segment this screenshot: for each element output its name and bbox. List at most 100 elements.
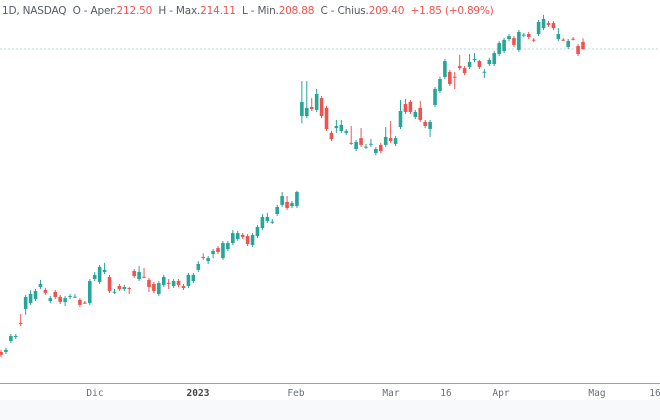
candle-body (314, 94, 319, 110)
candle (206, 256, 210, 264)
close-value: 209.40 (368, 5, 405, 17)
candle (556, 28, 561, 42)
candle (68, 294, 72, 299)
candle-body (556, 34, 561, 39)
ohlc-legend: 1D, NASDAQ O - Aper.212.50 H - Max.214.1… (2, 5, 494, 17)
candle-body (393, 138, 398, 144)
low-value: 208.88 (278, 5, 315, 17)
candle-body (260, 216, 265, 229)
candle-body (142, 276, 146, 278)
candle (344, 129, 349, 135)
candle-body (576, 46, 580, 54)
candle (467, 54, 472, 69)
candle-body (290, 203, 294, 207)
candle-body (546, 23, 551, 25)
candle-body (531, 39, 536, 41)
candle-body (216, 248, 220, 252)
time-tick-label: Dic (86, 388, 104, 399)
time-axis[interactable]: Dic 2023 Feb Mar 16 Apr Mag 16 (0, 383, 660, 401)
candle (157, 281, 161, 297)
candlestick-chart[interactable] (0, 0, 660, 383)
candle (122, 284, 127, 292)
candle-body (541, 19, 546, 29)
bottom-bar (0, 400, 660, 420)
candle (517, 29, 521, 52)
candle-body (364, 146, 368, 148)
candle (53, 289, 58, 299)
candle-body (147, 279, 151, 287)
candle-body (467, 61, 472, 67)
candle (0, 349, 3, 357)
candle-body (221, 243, 225, 259)
candle (374, 146, 378, 156)
candle-body (166, 282, 171, 284)
candle-body (339, 124, 344, 132)
candle (117, 284, 122, 292)
candle (536, 19, 541, 37)
candle (398, 100, 403, 129)
candle (383, 126, 388, 147)
candle (487, 57, 492, 67)
candle-body (53, 291, 58, 297)
candle (240, 233, 245, 239)
candle-body (487, 59, 492, 64)
candle (413, 109, 418, 119)
candle-body (0, 351, 3, 355)
candle (324, 105, 329, 132)
change-value: +1.85 (+0.89%) (410, 5, 494, 17)
time-tick-label: 16 (649, 388, 660, 399)
candle-body (201, 256, 206, 258)
candle (245, 234, 250, 247)
candle (403, 99, 408, 114)
symbol-interval[interactable]: 1D, NASDAQ (2, 5, 67, 17)
candle (300, 81, 304, 124)
candle (304, 81, 309, 119)
candle-body (73, 296, 77, 298)
candle (181, 284, 186, 290)
candle (433, 86, 437, 107)
time-tick-label: Apr (492, 388, 510, 399)
candle-body (462, 68, 467, 74)
candle (97, 264, 102, 284)
candle (191, 272, 196, 284)
candle (231, 230, 235, 246)
candle-body (117, 286, 122, 289)
candle-body (33, 291, 38, 299)
candle (551, 21, 556, 31)
candle-body (452, 76, 457, 78)
candle-body (492, 53, 497, 64)
candle-body (324, 107, 329, 129)
candle (423, 119, 427, 129)
candle-body (374, 149, 378, 154)
candle (102, 262, 107, 274)
candle (482, 69, 487, 79)
candle (354, 139, 358, 152)
candle (472, 53, 477, 62)
candle-body (83, 302, 87, 304)
candle-body (87, 281, 92, 304)
candle-body (438, 79, 442, 92)
candle (265, 212, 270, 223)
candle (92, 271, 97, 282)
candle-body (502, 39, 506, 52)
candle-body (334, 126, 339, 129)
candle (492, 51, 497, 67)
candle (443, 59, 447, 79)
candle (166, 279, 171, 289)
candle-body (571, 38, 575, 40)
candle-body (551, 23, 556, 29)
candle (73, 294, 77, 299)
candle-body (181, 286, 186, 289)
candle-body (265, 216, 270, 222)
candle-body (398, 111, 403, 127)
candle (388, 121, 393, 143)
candle (428, 119, 432, 137)
candle-body (23, 296, 28, 309)
candle (43, 287, 48, 295)
candle (314, 89, 319, 112)
candle-body (383, 136, 388, 145)
candle (147, 277, 151, 292)
candle (571, 37, 575, 41)
candle (176, 279, 181, 287)
candle-body (443, 61, 447, 77)
